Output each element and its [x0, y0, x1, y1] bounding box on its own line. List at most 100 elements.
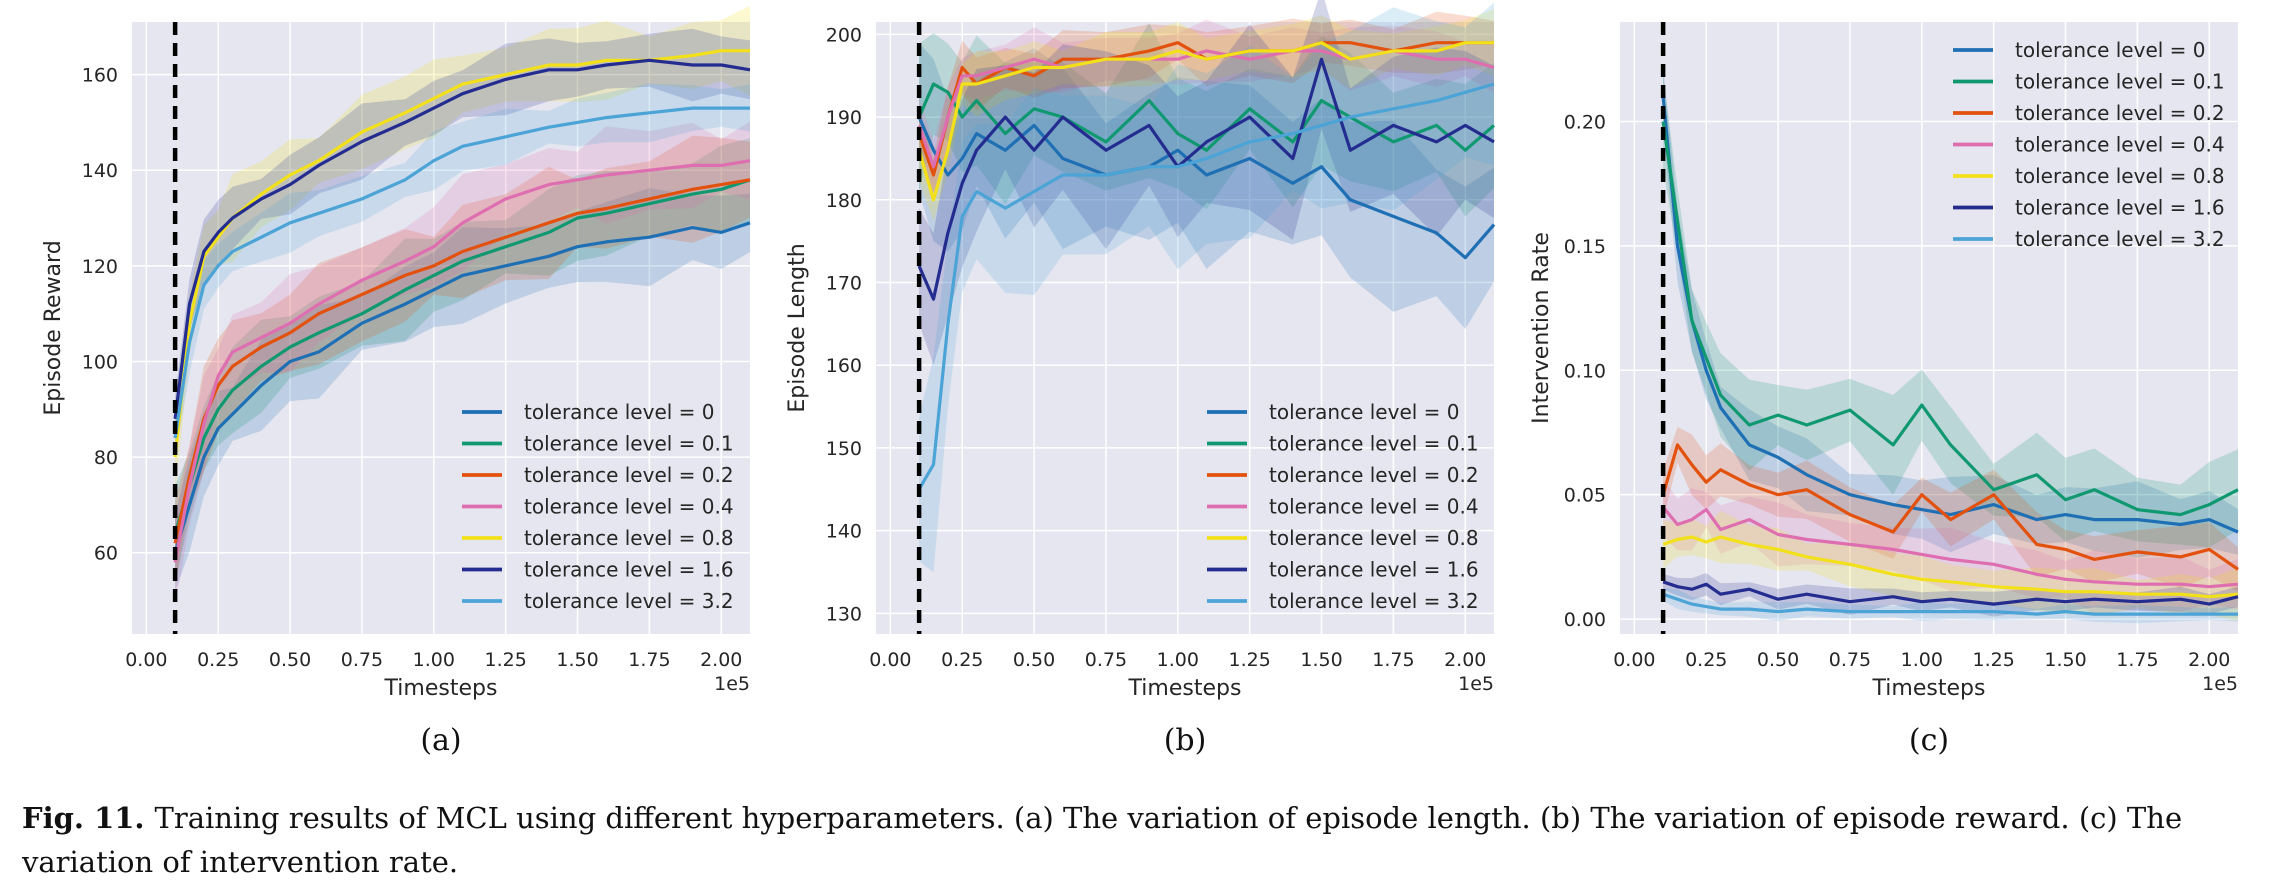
- legend-label: tolerance level = 0.1: [2015, 70, 2225, 94]
- plot-background: [1620, 22, 2238, 634]
- series-line: [173, 58, 751, 419]
- series-line: [917, 82, 1496, 152]
- x-scale-label: 1e5: [2202, 673, 2238, 695]
- series-line: [173, 221, 751, 554]
- confidence-band: [1663, 510, 2238, 621]
- x-scale-label: 1e5: [714, 673, 750, 695]
- plot-background: [132, 22, 750, 634]
- legend: tolerance level = 0 tolerance level = 0.1…: [1207, 400, 1479, 613]
- confidence-band: [175, 28, 751, 442]
- x-tick-label: 1.00: [1901, 649, 1943, 671]
- series-line: [1661, 506, 2239, 589]
- legend-label: tolerance level = 1.6: [2015, 196, 2225, 220]
- legend-label: tolerance level = 0.8: [2015, 164, 2225, 188]
- x-tick-label: 0.00: [1613, 649, 1655, 671]
- chart-panel-3: 0.00 0.25 0.50 0.75 1.00 1.25 1.50 1.75 2.00 0.00…: [1529, 22, 2239, 758]
- x-tick-label: 0.50: [1757, 649, 1799, 671]
- series-line: [917, 41, 1494, 177]
- y-tick-label: 150: [826, 438, 862, 460]
- confidence-band: [175, 135, 751, 586]
- y-axis-label: Episode Reward: [41, 240, 66, 415]
- x-tick-label: 1.25: [485, 649, 527, 671]
- series-line: [1661, 96, 2239, 534]
- y-tick-label: 0.20: [1564, 112, 1606, 134]
- series-line: [917, 41, 1494, 202]
- series-line: [173, 178, 751, 535]
- series-line: [1661, 443, 2239, 571]
- legend-label: tolerance level = 0.8: [524, 526, 734, 550]
- y-tick-label: 180: [826, 190, 862, 212]
- y-tick-label: 200: [826, 24, 862, 46]
- x-tick-label: 1.00: [1157, 649, 1199, 671]
- x-tick-label: 1.50: [556, 649, 598, 671]
- caption-text: Training results of MCL using different …: [22, 801, 2183, 879]
- legend: tolerance level = 0 tolerance level = 0.1…: [462, 400, 734, 613]
- y-axis-label: Episode Length: [785, 243, 810, 412]
- y-tick-label: 160: [826, 355, 862, 377]
- legend-label: tolerance level = 0: [2015, 38, 2206, 62]
- series-line: [1661, 121, 2239, 517]
- series-line: [917, 82, 1495, 491]
- legend-label: tolerance level = 0.2: [2015, 101, 2225, 125]
- x-tick-label: 2.00: [1444, 649, 1486, 671]
- confidence-band: [919, 0, 1494, 365]
- legend-label: tolerance level = 1.6: [524, 558, 734, 582]
- panel-label: (c): [1909, 723, 1949, 758]
- x-tick-label: 1.00: [413, 649, 455, 671]
- x-tick-label: 0.75: [1085, 649, 1127, 671]
- series-line: [1662, 535, 2239, 599]
- confidence-band: [919, 9, 1494, 222]
- confidence-band: [175, 138, 751, 583]
- confidence-band: [919, 42, 1494, 329]
- legend-label: tolerance level = 0.4: [524, 495, 734, 519]
- series-line: [1662, 592, 2238, 616]
- legend-label: tolerance level = 0.4: [2015, 133, 2225, 157]
- chart-panel-2: 0.00 0.25 0.50 0.75 1.00 1.25 1.50 1.75 2.00 130 1…: [785, 0, 1496, 758]
- plot-background: [876, 22, 1494, 634]
- panel-label: (b): [1164, 723, 1207, 758]
- confidence-band: [175, 83, 751, 459]
- y-tick-label: 120: [82, 256, 118, 278]
- confidence-band: [919, 23, 1494, 217]
- legend-label: tolerance level = 0.1: [1269, 432, 1479, 456]
- confidence-band: [919, 11, 1494, 193]
- x-tick-label: 0.25: [1685, 649, 1727, 671]
- confidence-band: [919, 19, 1494, 193]
- x-tick-label: 2.00: [700, 649, 742, 671]
- legend-label: tolerance level = 0: [1269, 400, 1460, 424]
- y-tick-label: 130: [826, 603, 862, 625]
- x-tick-label: 0.75: [341, 649, 383, 671]
- y-tick-label: 80: [94, 447, 118, 469]
- y-axis-label: Intervention Rate: [1529, 232, 1554, 424]
- x-tick-label: 0.75: [1829, 649, 1871, 671]
- x-scale-label: 1e5: [1458, 673, 1494, 695]
- y-tick-label: 140: [826, 521, 862, 543]
- legend: tolerance level = 0 tolerance level = 0.1…: [1953, 38, 2225, 251]
- y-tick-label: 160: [82, 65, 118, 87]
- series-line: [173, 159, 751, 563]
- legend-label: tolerance level = 1.6: [1269, 558, 1479, 582]
- figure-panels: 0.00 0.25 0.50 0.75 1.00 1.25 1.50 1.75 2.00 60 80…: [41, 0, 2239, 758]
- x-tick-label: 1.75: [628, 649, 670, 671]
- y-tick-label: 0.05: [1564, 485, 1606, 507]
- y-tick-label: 170: [826, 273, 862, 295]
- y-tick-label: 0.00: [1564, 609, 1606, 631]
- y-tick-label: 0.10: [1564, 360, 1606, 382]
- y-tick-label: 140: [82, 160, 118, 182]
- x-tick-label: 1.25: [1229, 649, 1271, 671]
- series-line: [1662, 580, 2239, 606]
- legend-label: tolerance level = 0.1: [524, 432, 734, 456]
- confidence-band: [1663, 478, 2238, 614]
- y-tick-label: 190: [826, 107, 862, 129]
- y-tick-label: 100: [82, 351, 118, 373]
- x-tick-label: 0.50: [269, 649, 311, 671]
- x-axis-label: Timesteps: [1872, 676, 1986, 701]
- confidence-band: [1663, 573, 2238, 617]
- legend-label: tolerance level = 0.4: [1269, 495, 1479, 519]
- chart-panel-1: 0.00 0.25 0.50 0.75 1.00 1.25 1.50 1.75 2.00 60 80…: [41, 5, 751, 758]
- legend-label: tolerance level = 0: [524, 400, 715, 424]
- legend-label: tolerance level = 3.2: [524, 589, 734, 613]
- x-axis-label: Timesteps: [384, 676, 498, 701]
- x-tick-label: 1.25: [1973, 649, 2015, 671]
- legend-label: tolerance level = 0.8: [1269, 526, 1479, 550]
